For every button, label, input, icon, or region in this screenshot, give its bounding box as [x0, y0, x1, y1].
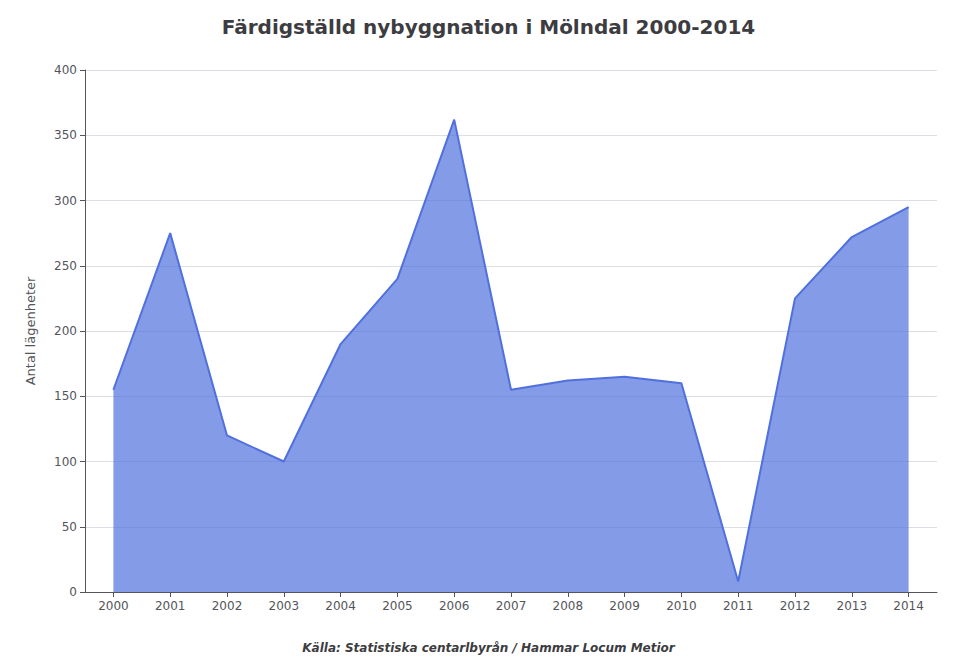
svg-text:2000: 2000	[98, 599, 129, 613]
svg-text:350: 350	[54, 128, 77, 142]
svg-text:2010: 2010	[666, 599, 697, 613]
svg-text:400: 400	[54, 63, 77, 77]
svg-text:Färdigställd nybyggnation i Mö: Färdigställd nybyggnation i Mölndal 2000…	[222, 15, 755, 39]
svg-text:250: 250	[54, 259, 77, 273]
svg-text:2014: 2014	[893, 599, 924, 613]
svg-text:Antal lägenheter: Antal lägenheter	[23, 276, 38, 385]
svg-text:50: 50	[62, 520, 77, 534]
svg-text:200: 200	[54, 324, 77, 338]
svg-text:2012: 2012	[780, 599, 811, 613]
svg-text:2003: 2003	[269, 599, 300, 613]
svg-text:2013: 2013	[837, 599, 868, 613]
svg-text:0: 0	[69, 585, 77, 599]
svg-text:100: 100	[54, 455, 77, 469]
svg-text:2006: 2006	[439, 599, 470, 613]
svg-text:2007: 2007	[496, 599, 527, 613]
svg-text:300: 300	[54, 194, 77, 208]
svg-text:2011: 2011	[723, 599, 754, 613]
svg-text:2008: 2008	[553, 599, 584, 613]
svg-text:2002: 2002	[212, 599, 243, 613]
svg-text:2005: 2005	[382, 599, 413, 613]
svg-text:Källa: Statistiska centarlbyrå: Källa: Statistiska centarlbyrån / Hammar…	[302, 641, 676, 655]
svg-text:2009: 2009	[609, 599, 640, 613]
svg-text:2001: 2001	[155, 599, 186, 613]
svg-text:150: 150	[54, 389, 77, 403]
svg-text:2004: 2004	[325, 599, 356, 613]
